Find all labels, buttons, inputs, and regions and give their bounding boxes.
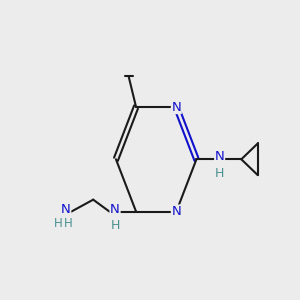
Text: N: N <box>171 100 181 113</box>
Text: H: H <box>54 217 62 230</box>
Text: N: N <box>215 151 224 164</box>
Text: H: H <box>64 217 73 230</box>
Text: H: H <box>215 167 224 180</box>
Text: N: N <box>61 203 71 216</box>
Text: H: H <box>110 219 120 232</box>
Text: N: N <box>171 205 181 218</box>
Text: N: N <box>110 203 120 216</box>
